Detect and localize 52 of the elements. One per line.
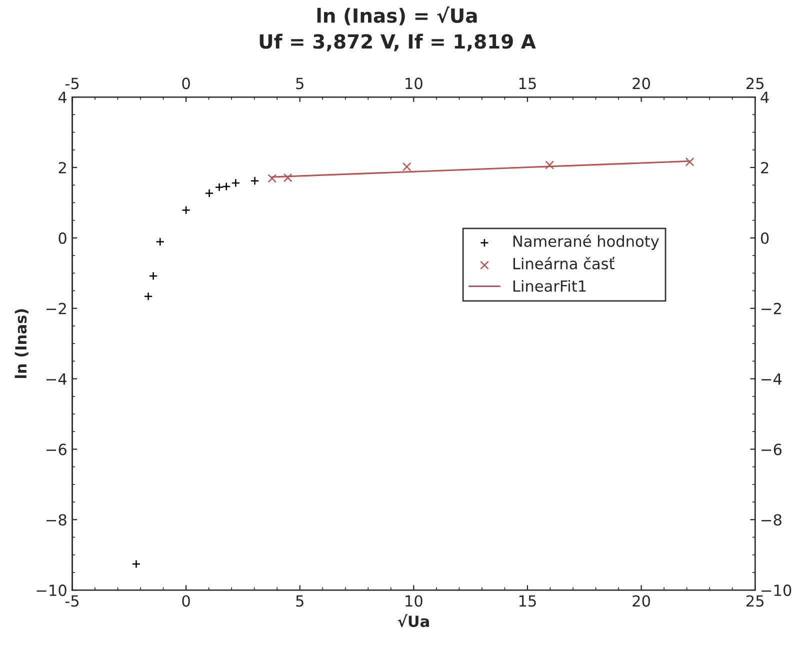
y-tick-label: −8	[46, 514, 66, 526]
x2-tick-label: 25	[746, 78, 764, 90]
y-axis-title: ln (Inas)	[14, 309, 28, 378]
x-tick-label: 25	[746, 595, 764, 607]
y-tick-label: −2	[46, 302, 66, 314]
x2-tick-label: 5	[296, 78, 304, 90]
x-tick-label: -5	[65, 595, 79, 607]
x2-tick-label: 20	[632, 78, 650, 90]
y-tick-label: −6	[46, 444, 66, 456]
x-tick-label: 10	[406, 595, 422, 607]
y2-tick-label: −4	[762, 373, 782, 385]
y2-tick-label: 0	[760, 232, 769, 244]
point	[402, 162, 412, 172]
y-tick-label: 2	[58, 162, 66, 174]
chart-subtitle: Uf = 3,872 V, If = 1,819 A	[260, 34, 536, 52]
y-tick-label: −10	[36, 584, 66, 596]
point	[132, 560, 141, 568]
point	[214, 182, 224, 192]
x2-tick-label: -5	[65, 78, 79, 90]
y2-tick-label: −10	[762, 584, 792, 596]
y2-tick-label: −8	[762, 514, 782, 526]
point	[156, 237, 165, 246]
legend-label: Namerané hodnoty	[513, 234, 659, 250]
x-axis-title: √Ua	[398, 614, 429, 628]
point	[204, 188, 214, 198]
y-tick-label: 4	[58, 92, 67, 103]
y2-tick-label: −2	[762, 302, 781, 314]
point	[268, 174, 277, 183]
point	[144, 292, 153, 301]
y2-tick-label: −6	[762, 444, 782, 456]
legend-label: Lineárna časť	[513, 256, 614, 270]
y-tick-label: 0	[58, 232, 66, 244]
point	[231, 178, 240, 188]
point	[283, 173, 292, 182]
point	[250, 176, 260, 186]
point	[222, 182, 231, 191]
y2-tick-label: 4	[760, 92, 769, 103]
x2-tick-label: 10	[406, 78, 422, 90]
x-tick-label: 0	[182, 595, 190, 607]
point	[148, 272, 158, 280]
legend-label: LinearFit1	[513, 280, 586, 292]
x2-tick-label: 0	[182, 78, 190, 90]
x-tick-label: 15	[519, 595, 536, 607]
point	[182, 206, 190, 215]
point	[685, 157, 694, 166]
x-tick-label: 5	[296, 595, 304, 607]
chart-title: ln (Inas) = √Ua	[317, 6, 477, 26]
y-tick-label: −4	[46, 373, 67, 385]
x2-tick-label: 15	[519, 78, 536, 90]
point	[545, 160, 554, 170]
x-tick-label: 20	[632, 595, 650, 607]
y2-tick-label: 2	[761, 162, 768, 174]
